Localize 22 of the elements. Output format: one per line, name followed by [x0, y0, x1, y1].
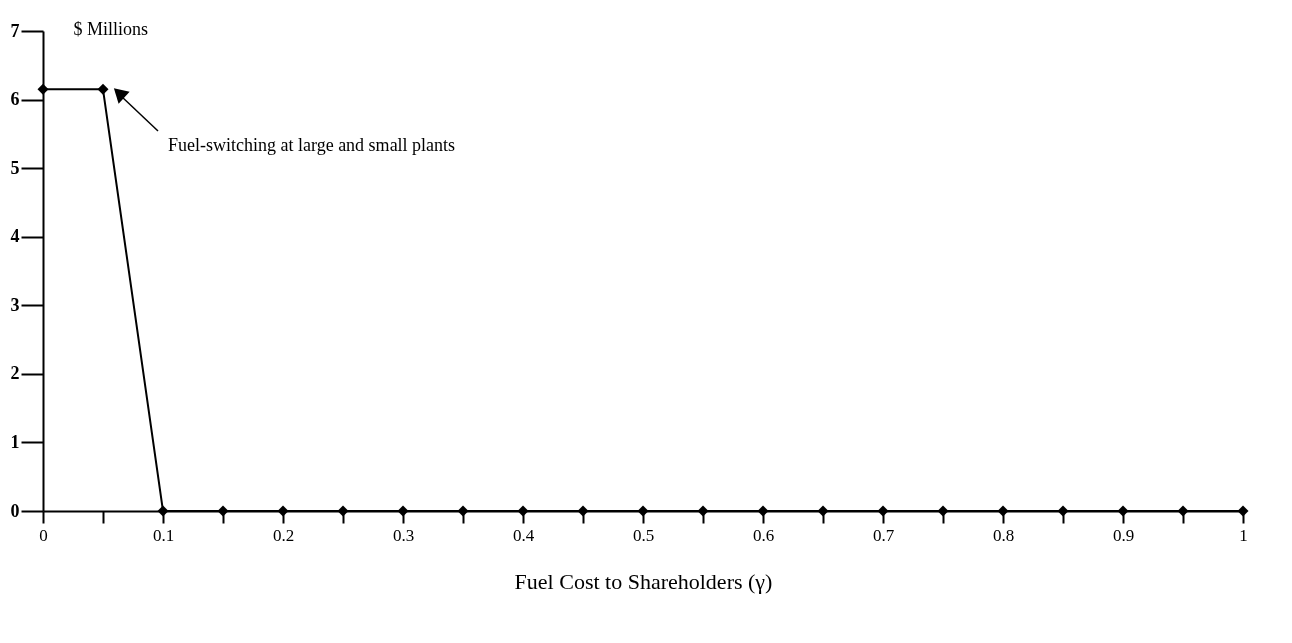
x-tick-label: 0.9	[1112, 525, 1135, 545]
x-tick-label: 0.1	[152, 525, 175, 545]
y-tick-label: 7	[10, 20, 20, 41]
x-tick-label: 0	[39, 525, 48, 545]
y-tick-label: 6	[10, 89, 20, 110]
x-tick-label: 1	[1239, 525, 1248, 545]
y-tick-label: 3	[10, 294, 20, 315]
y-tick-label: 4	[10, 226, 20, 247]
x-tick-label: 0.4	[512, 525, 535, 545]
y-axis-title: $ Millions	[73, 18, 149, 39]
x-tick-label: 0.3	[392, 525, 415, 545]
y-tick-label: 1	[10, 431, 20, 452]
y-tick-label: 2	[10, 363, 20, 384]
x-axis-title: Fuel Cost to Shareholders (γ)	[514, 568, 773, 594]
annotation: Fuel-switching at large and small plants	[168, 135, 456, 155]
y-tick-label: 0	[10, 500, 20, 521]
x-tick-label: 0.6	[752, 525, 775, 545]
x-tick-label: 0.8	[992, 525, 1015, 545]
y-tick-label: 5	[10, 157, 20, 178]
x-tick-label: 0.2	[272, 525, 295, 545]
x-tick-label: 0.5	[632, 525, 655, 545]
x-tick-label: 0.7	[872, 525, 895, 545]
